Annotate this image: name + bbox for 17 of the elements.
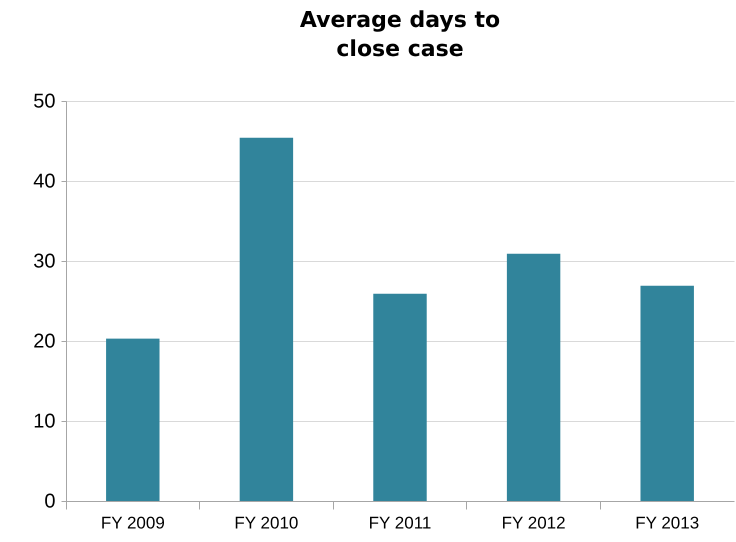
x-tick-label: FY 2012 — [502, 514, 566, 532]
bar — [506, 254, 560, 501]
bar — [240, 138, 294, 501]
y-tick-label: 30 — [33, 250, 56, 272]
x-tick-label: FY 2009 — [100, 514, 165, 532]
y-tick-label: 20 — [33, 330, 56, 352]
x-tick-label: FY 2010 — [234, 514, 298, 532]
bar — [373, 294, 427, 501]
x-tick-label: FY 2013 — [635, 514, 700, 532]
chart-title: Average days to close case — [300, 8, 500, 62]
x-tick-label: FY 2011 — [368, 514, 432, 532]
y-tick-label: 10 — [33, 410, 56, 432]
bar — [640, 286, 694, 501]
y-tick-label: 50 — [33, 90, 56, 112]
bar — [106, 338, 160, 501]
y-tick-label: 0 — [44, 490, 56, 512]
y-tick-label: 40 — [33, 170, 56, 192]
